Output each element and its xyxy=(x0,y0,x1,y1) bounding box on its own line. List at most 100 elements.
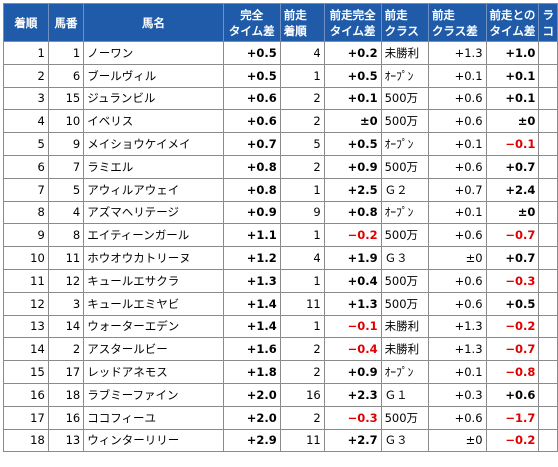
cell-rank: 17 xyxy=(3,405,49,430)
cell-prev-class: 500万 xyxy=(380,109,429,134)
cell-prev-rank: 2 xyxy=(279,154,325,179)
cell-prev-class: Ｇ２ xyxy=(380,177,429,202)
cell-time-diff: +1.4 xyxy=(222,291,281,316)
cell-horse-number: 15 xyxy=(47,86,85,111)
header-row: 着順 馬番 馬名 完全 タイム差 前走 着順 前走完全 タイム差 前走 クラス xyxy=(3,3,558,42)
cell-extra-cut xyxy=(538,428,558,453)
cell-prev-class: Ｇ３ xyxy=(380,428,429,453)
cell-prev-rank: 16 xyxy=(279,382,325,407)
cell-horse-name: ホウオウカトリーヌ xyxy=(83,246,224,270)
cell-vs-prev: −0.7 xyxy=(485,337,540,362)
cell-rank: 6 xyxy=(3,154,49,179)
table-row: 5 9 メイショウケイメイ +0.7 5 +0.5 ｵｰﾌﾟﾝ +0.1 −0.1 xyxy=(3,132,558,156)
cell-prev-time-diff: +2.3 xyxy=(323,382,382,407)
cell-horse-number: 16 xyxy=(47,405,85,430)
table-body: 1 1 ノーワン +0.5 4 +0.2 未勝利 +1.3 +1.0 2 6 ブールヴィル +0.5 1 +… xyxy=(3,41,558,453)
header-time-diff: 完全 タイム差 xyxy=(222,3,281,42)
table-row: 8 4 アズマヘリテージ +0.9 9 +0.8 ｵｰﾌﾟﾝ +0.1 ±0 xyxy=(3,200,558,225)
header-prev-rank-line1: 前走 xyxy=(283,7,307,22)
cell-vs-prev: ±0 xyxy=(485,109,540,134)
header-prev-time-diff-line1: 前走完全 xyxy=(329,7,376,22)
cell-time-diff: +0.8 xyxy=(222,154,281,179)
cell-prev-time-diff: +0.5 xyxy=(323,132,382,156)
cell-class-diff: +0.6 xyxy=(427,109,487,134)
header-rank: 着順 xyxy=(3,3,49,42)
cell-extra-cut xyxy=(538,132,558,156)
cell-prev-time-diff: −0.4 xyxy=(323,337,382,362)
cell-horse-number: 5 xyxy=(47,177,85,202)
cell-prev-rank: 2 xyxy=(279,86,325,111)
cell-time-diff: +0.7 xyxy=(222,132,281,156)
cell-class-diff: +0.1 xyxy=(427,200,487,225)
cell-extra-cut xyxy=(538,41,558,65)
cell-prev-class: ｵｰﾌﾟﾝ xyxy=(380,63,429,88)
cell-class-diff: +0.6 xyxy=(427,291,487,316)
cell-rank: 13 xyxy=(3,314,49,339)
header-prev-class-line2: クラス xyxy=(384,23,419,38)
cell-extra-cut xyxy=(538,291,558,316)
cell-time-diff: +1.4 xyxy=(222,314,281,339)
cell-horse-name: キュールエサクラ xyxy=(83,268,224,293)
cell-extra-cut xyxy=(538,63,558,88)
cell-vs-prev: +0.7 xyxy=(485,246,540,270)
header-vs-prev-line1: 前走との xyxy=(489,7,536,22)
cell-rank: 11 xyxy=(3,268,49,293)
cell-vs-prev: +1.0 xyxy=(485,41,540,65)
cell-extra-cut xyxy=(538,337,558,362)
cell-class-diff: +0.1 xyxy=(427,360,487,384)
cell-horse-number: 14 xyxy=(47,314,85,339)
cell-extra-cut xyxy=(538,177,558,202)
cell-horse-number: 8 xyxy=(47,223,85,248)
cell-rank: 14 xyxy=(3,337,49,362)
cell-time-diff: +2.0 xyxy=(222,382,281,407)
cell-horse-number: 11 xyxy=(47,246,85,270)
header-class-diff-line1: 前走 xyxy=(431,7,455,22)
cell-prev-rank: 2 xyxy=(279,109,325,134)
cell-prev-rank: 1 xyxy=(279,268,325,293)
cell-prev-rank: 9 xyxy=(279,200,325,225)
cell-horse-name: キュールエミヤビ xyxy=(83,291,224,316)
header-time-diff-line2: タイム差 xyxy=(228,23,275,38)
cell-class-diff: +0.1 xyxy=(427,132,487,156)
cell-prev-time-diff: +0.4 xyxy=(323,268,382,293)
cell-horse-number: 18 xyxy=(47,382,85,407)
cell-extra-cut xyxy=(538,200,558,225)
header-horse-name: 馬名 xyxy=(83,3,224,42)
cell-prev-class: 未勝利 xyxy=(380,337,429,362)
cell-vs-prev: −1.7 xyxy=(485,405,540,430)
table-row: 2 6 ブールヴィル +0.5 1 +0.5 ｵｰﾌﾟﾝ +0.1 +0.1 xyxy=(3,63,558,88)
cell-horse-number: 13 xyxy=(47,428,85,453)
header-extra-cut: ラ コ xyxy=(538,3,558,42)
cell-prev-time-diff: +0.8 xyxy=(323,200,382,225)
cell-rank: 3 xyxy=(3,86,49,111)
cell-prev-time-diff: +2.7 xyxy=(323,428,382,453)
table-row: 18 13 ウィンターリリー +2.9 11 +2.7 Ｇ３ ±0 −0.2 xyxy=(3,428,558,453)
header-vs-prev-line2: タイム差 xyxy=(489,23,536,38)
cell-prev-class: 500万 xyxy=(380,405,429,430)
cell-class-diff: +1.3 xyxy=(427,41,487,65)
cell-prev-time-diff: +1.3 xyxy=(323,291,382,316)
cell-prev-time-diff: −0.2 xyxy=(323,223,382,248)
cell-horse-name: ブールヴィル xyxy=(83,63,224,88)
table-row: 6 7 ラミエル +0.8 2 +0.9 500万 +0.6 +0.7 xyxy=(3,154,558,179)
table-row: 9 8 エイティーンガール +1.1 1 −0.2 500万 +0.6 −0.7 xyxy=(3,223,558,248)
cell-horse-name: ココフィーユ xyxy=(83,405,224,430)
cell-time-diff: +0.6 xyxy=(222,86,281,111)
cell-class-diff: +0.3 xyxy=(427,382,487,407)
cell-horse-name: アウィルアウェイ xyxy=(83,177,224,202)
cell-horse-name: ウィンターリリー xyxy=(83,428,224,453)
cell-prev-rank: 2 xyxy=(279,337,325,362)
cell-horse-name: ノーワン xyxy=(83,41,224,65)
cell-vs-prev: +0.5 xyxy=(485,291,540,316)
table-row: 7 5 アウィルアウェイ +0.8 1 +2.5 Ｇ２ +0.7 +2.4 xyxy=(3,177,558,202)
cell-class-diff: +1.3 xyxy=(427,314,487,339)
cell-vs-prev: −0.7 xyxy=(485,223,540,248)
cell-rank: 2 xyxy=(3,63,49,88)
cell-prev-rank: 5 xyxy=(279,132,325,156)
cell-prev-rank: 2 xyxy=(279,360,325,384)
cell-time-diff: +1.8 xyxy=(222,360,281,384)
header-class-diff: 前走 クラス差 xyxy=(427,3,487,42)
cell-horse-name: ラブミーファイン xyxy=(83,382,224,407)
cell-vs-prev: ±0 xyxy=(485,200,540,225)
cell-rank: 12 xyxy=(3,291,49,316)
